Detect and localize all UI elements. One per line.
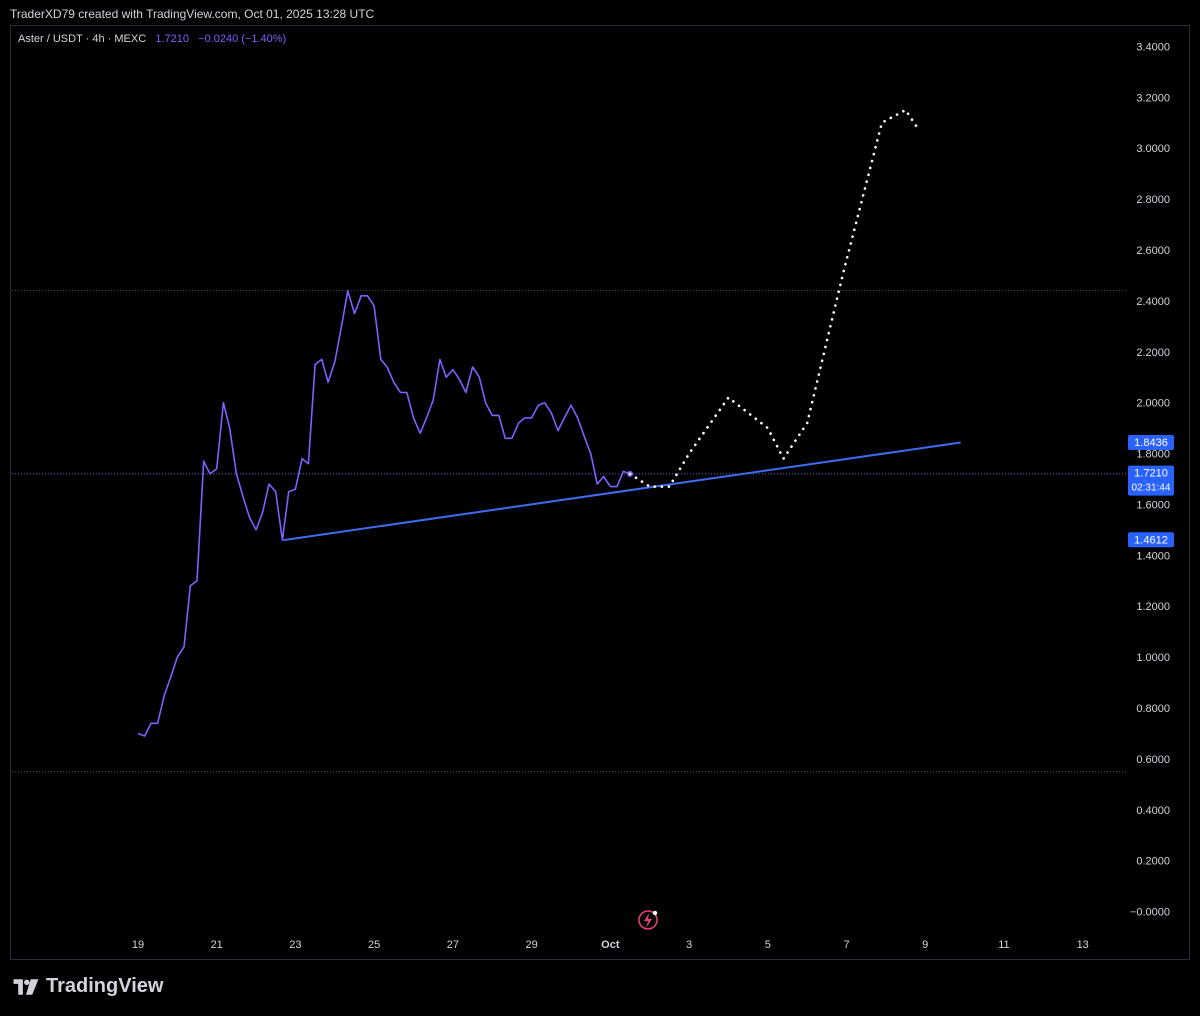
time-axis: 19 21 23 25 27 29 Oct 3 5 7 9 11 13 [132,939,1089,951]
x-tick-label: 29 [525,939,537,951]
y-tick-label: 1.4000 [1136,550,1170,562]
y-tick-label: 3.0000 [1136,143,1170,155]
y-tick-label: 3.2000 [1136,92,1170,104]
y-tick-label: 0.4000 [1136,805,1170,817]
x-tick-label: 23 [289,939,301,951]
y-tick-label: 2.6000 [1136,245,1170,257]
y-tick-label: 1.8000 [1136,449,1170,461]
projection-path [628,108,919,488]
lightning-icon-dot [652,910,658,916]
price-line [137,289,631,737]
x-tick-label: 3 [686,939,692,951]
x-tick-label: 7 [843,939,849,951]
lightning-icon-ring [638,910,658,930]
y-tick-label: 0.6000 [1136,754,1170,766]
price-series-layer [137,289,634,737]
price-label-bg [1128,465,1174,496]
price-label: 1.7210 [1134,468,1168,480]
legend-symbol: Aster / USDT · 4h · MEXC [18,33,147,45]
x-tick-label: Oct [601,939,620,951]
y-tick-label: 1.2000 [1136,601,1170,613]
tradingview-logo-icon [13,978,39,995]
brand-name: TradingView [46,975,164,997]
price-label-bg [1128,434,1174,450]
y-tick-label: 2.2000 [1136,347,1170,359]
y-tick-label: 2.4000 [1136,296,1170,308]
x-tick-label: 25 [368,939,380,951]
event-marker[interactable] [638,910,658,930]
x-tick-label: 21 [211,939,223,951]
lightning-icon [644,913,652,928]
price-labels: 1.8436 1.7210 02:31:44 1.4612 [1128,434,1174,548]
projection-layer [628,108,919,488]
y-tick-label: 0.2000 [1136,856,1170,868]
chart-frame [10,25,1190,960]
x-tick-label: 19 [132,939,144,951]
y-tick-label: −0.0000 [1130,907,1170,919]
y-tick-label: 1.0000 [1136,652,1170,664]
price-label-bg [1128,532,1174,548]
y-tick-label: 1.6000 [1136,499,1170,511]
reference-lines [12,290,1126,773]
trendline-layer [283,441,961,542]
legend-last-price: 1.7210 [155,33,189,45]
y-tick-label: 3.4000 [1136,41,1170,53]
x-tick-label: 5 [765,939,771,951]
trendline [283,441,961,542]
brand-footer[interactable]: TradingView [12,975,163,998]
y-tick-label: 2.8000 [1136,194,1170,206]
y-tick-label: 0.8000 [1136,703,1170,715]
y-tick-label: 2.0000 [1136,398,1170,410]
x-tick-label: 27 [447,939,459,951]
x-tick-label: 11 [998,939,1009,951]
price-label: 1.8436 [1134,437,1168,449]
x-tick-label: 13 [1077,939,1089,951]
price-label: 1.4612 [1134,534,1168,546]
legend-change: −0.0240 (−1.40%) [198,33,287,45]
symbol-legend[interactable]: Aster / USDT · 4h · MEXC 1.7210 −0.0240 … [18,33,286,45]
x-tick-label: 9 [922,939,928,951]
countdown-label: 02:31:44 [1132,483,1171,494]
price-axis: 3.4000 3.2000 3.0000 2.8000 2.6000 2.4000 2.20… [1130,41,1170,918]
chart-attribution: TraderXD79 created with TradingView.com,… [10,7,375,21]
